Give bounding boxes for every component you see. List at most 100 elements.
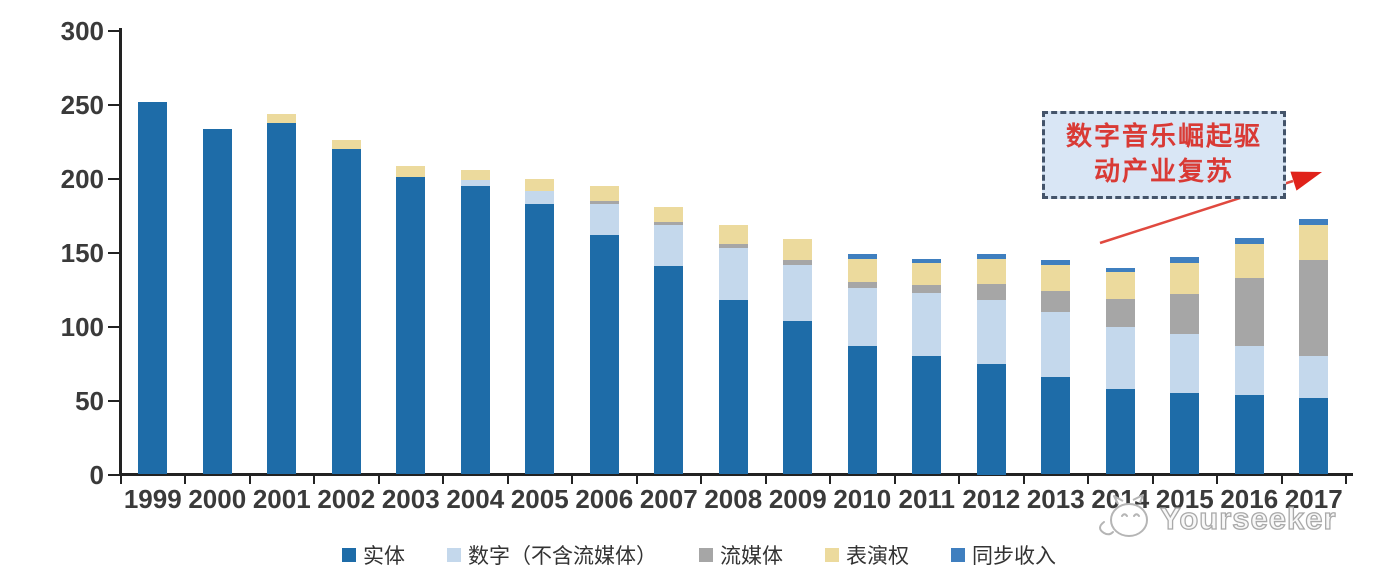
y-tick-label: 300 — [60, 16, 104, 46]
x-axis-label-2004: 2004 — [446, 484, 505, 514]
bar-2014-表演权 — [1105, 271, 1135, 299]
x-tick-mark — [248, 476, 251, 484]
bar-2014-数字（不含流媒体） — [1105, 326, 1135, 389]
annotation-text-line2: 动产业复苏 — [1093, 157, 1234, 187]
x-axis-label-2008: 2008 — [704, 484, 763, 514]
bar-2009-数字（不含流媒体） — [783, 264, 813, 321]
bar-2007-表演权 — [654, 206, 684, 222]
y-tick-mark — [108, 473, 120, 476]
bar-2009-实体 — [783, 320, 813, 475]
legend-label: 表演权 — [846, 544, 909, 568]
y-tick-mark — [108, 399, 120, 402]
bar-2011-数字（不含流媒体） — [912, 292, 942, 357]
legend-swatch-icon — [342, 548, 356, 562]
x-tick-mark — [958, 476, 960, 484]
bar-2016-实体 — [1234, 394, 1264, 475]
bar-2004-数字（不含流媒体） — [460, 180, 490, 187]
bar-2016-同步收入 — [1234, 237, 1264, 244]
bar-2005-表演权 — [525, 178, 555, 191]
bar-2006-流媒体 — [589, 201, 619, 204]
bar-2008-流媒体 — [718, 243, 748, 249]
bar-2010-同步收入 — [847, 254, 877, 259]
bar-2010-数字（不含流媒体） — [847, 288, 877, 346]
legend-swatch-icon — [825, 548, 839, 562]
x-axis-label-2016: 2016 — [1220, 484, 1279, 514]
legend-label: 流媒体 — [720, 544, 783, 568]
bar-2004-实体 — [460, 186, 490, 475]
legend-swatch-icon — [951, 548, 965, 562]
bar-2010-流媒体 — [847, 282, 877, 289]
legend-label: 同步收入 — [972, 544, 1056, 568]
x-tick-mark — [1151, 476, 1154, 484]
y-tick-mark — [108, 177, 120, 180]
x-axis-line — [119, 473, 1353, 476]
bar-2008-数字（不含流媒体） — [718, 248, 748, 301]
x-axis-label-2000: 2000 — [188, 484, 247, 514]
bar-2005-数字（不含流媒体） — [525, 190, 555, 204]
bar-2013-表演权 — [1041, 264, 1071, 292]
bar-2001-实体 — [267, 122, 297, 475]
bar-2011-流媒体 — [912, 285, 942, 293]
bar-2015-同步收入 — [1170, 257, 1200, 264]
bar-2010-表演权 — [847, 258, 877, 283]
x-axis-label-1999: 1999 — [123, 484, 182, 514]
bar-1999-实体 — [138, 101, 168, 475]
x-tick-mark — [829, 476, 831, 484]
legend: 实体 数字（不含流媒体） 流媒体 表演权 同步收入 — [0, 540, 1398, 570]
bar-2015-实体 — [1170, 393, 1200, 475]
x-axis-label-2001: 2001 — [252, 484, 311, 514]
y-tick-label: 50 — [75, 385, 104, 416]
bar-2017-实体 — [1299, 397, 1329, 475]
x-tick-mark — [635, 476, 638, 484]
y-tick-label: 150 — [60, 237, 104, 268]
bar-2002-实体 — [331, 149, 361, 475]
bar-2005-实体 — [525, 203, 555, 475]
x-axis-label-2003: 2003 — [381, 484, 440, 514]
x-tick-mark — [119, 476, 122, 484]
bar-2016-表演权 — [1234, 243, 1264, 278]
legend-item-实体: 实体 — [342, 540, 405, 570]
x-axis-label-2017: 2017 — [1284, 484, 1343, 514]
bar-2007-实体 — [654, 266, 684, 475]
bar-2009-表演权 — [783, 239, 813, 261]
x-tick-mark — [700, 476, 702, 484]
bar-2000-实体 — [202, 128, 232, 475]
bar-2014-同步收入 — [1105, 267, 1135, 272]
x-axis-label-2002: 2002 — [317, 484, 376, 514]
bar-2012-表演权 — [976, 258, 1006, 284]
x-tick-mark — [377, 476, 380, 484]
legend-item-同步收入: 同步收入 — [951, 540, 1056, 570]
x-axis-label-2011: 2011 — [898, 484, 955, 514]
x-axis-label-2013: 2013 — [1026, 484, 1085, 514]
bar-2017-数字（不含流媒体） — [1299, 356, 1329, 398]
bar-2015-表演权 — [1170, 263, 1200, 295]
bar-2014-流媒体 — [1105, 298, 1135, 327]
x-axis-label-2009: 2009 — [768, 484, 827, 514]
x-tick-mark — [184, 476, 186, 484]
x-tick-mark — [571, 476, 573, 484]
x-tick-mark — [764, 476, 767, 484]
annotation-text-line1: 数字音乐崛起驱 — [1065, 122, 1262, 152]
bar-2013-流媒体 — [1041, 291, 1071, 312]
x-axis-label-2010: 2010 — [833, 484, 892, 514]
watermark-text: Yourseeker — [1159, 500, 1337, 536]
bar-2009-流媒体 — [783, 260, 813, 265]
y-tick-mark — [108, 30, 120, 32]
x-axis-label-2015: 2015 — [1155, 484, 1214, 514]
y-axis-line — [119, 28, 122, 476]
bar-2011-同步收入 — [912, 258, 942, 264]
x-tick-mark — [1022, 476, 1025, 484]
bar-2012-同步收入 — [976, 254, 1006, 259]
bar-2011-实体 — [912, 356, 942, 475]
y-tick-mark — [108, 103, 120, 106]
bar-2013-同步收入 — [1041, 260, 1071, 265]
x-tick-mark — [1345, 476, 1347, 484]
bar-2010-实体 — [847, 345, 877, 475]
bar-2017-表演权 — [1299, 224, 1329, 261]
bar-2014-实体 — [1105, 388, 1135, 475]
y-tick-label: 250 — [60, 89, 104, 120]
x-tick-mark — [506, 476, 509, 484]
x-tick-mark — [313, 476, 315, 484]
x-axis-label-2012: 2012 — [962, 484, 1021, 514]
bar-2016-流媒体 — [1234, 277, 1264, 346]
